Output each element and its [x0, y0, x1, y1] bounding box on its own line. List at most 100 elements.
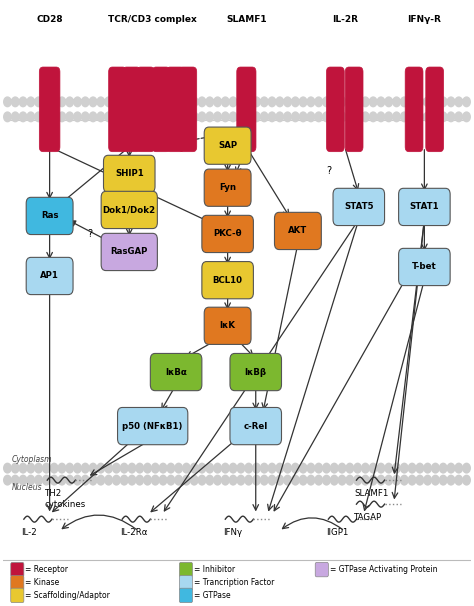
Circle shape: [11, 112, 19, 122]
Text: = Receptor: = Receptor: [25, 565, 68, 574]
Text: ?: ?: [326, 166, 331, 176]
Circle shape: [97, 475, 105, 485]
Text: IκBβ: IκBβ: [245, 368, 267, 376]
Circle shape: [401, 475, 408, 485]
FancyBboxPatch shape: [152, 67, 170, 152]
Circle shape: [89, 475, 97, 485]
FancyBboxPatch shape: [399, 188, 450, 225]
Circle shape: [408, 112, 416, 122]
Circle shape: [401, 112, 408, 122]
Text: p50 (NFκB1): p50 (NFκB1): [122, 422, 183, 431]
Circle shape: [330, 475, 338, 485]
FancyBboxPatch shape: [274, 212, 321, 250]
Circle shape: [338, 475, 346, 485]
Circle shape: [128, 112, 136, 122]
Circle shape: [338, 464, 346, 473]
Text: = Trancription Factor: = Trancription Factor: [194, 578, 274, 587]
Circle shape: [74, 464, 81, 473]
Circle shape: [432, 97, 439, 107]
Circle shape: [191, 464, 198, 473]
Circle shape: [229, 112, 237, 122]
Circle shape: [369, 112, 377, 122]
Circle shape: [4, 475, 11, 485]
Text: AKT: AKT: [288, 227, 308, 236]
Circle shape: [377, 475, 385, 485]
Circle shape: [4, 112, 11, 122]
Circle shape: [237, 112, 245, 122]
Circle shape: [43, 112, 50, 122]
Circle shape: [307, 475, 315, 485]
Circle shape: [152, 464, 159, 473]
FancyBboxPatch shape: [345, 67, 363, 152]
Text: IL-2R: IL-2R: [332, 15, 358, 24]
Circle shape: [338, 112, 346, 122]
Circle shape: [447, 475, 455, 485]
Circle shape: [43, 475, 50, 485]
Circle shape: [284, 112, 292, 122]
Circle shape: [330, 464, 338, 473]
Circle shape: [50, 97, 58, 107]
FancyBboxPatch shape: [101, 233, 157, 270]
Circle shape: [120, 97, 128, 107]
Circle shape: [144, 97, 151, 107]
Circle shape: [74, 112, 81, 122]
Circle shape: [113, 97, 120, 107]
Circle shape: [182, 112, 190, 122]
Circle shape: [377, 112, 385, 122]
Circle shape: [58, 464, 66, 473]
Circle shape: [221, 475, 229, 485]
Circle shape: [315, 97, 322, 107]
Circle shape: [346, 112, 354, 122]
Circle shape: [385, 464, 392, 473]
Circle shape: [82, 475, 89, 485]
FancyBboxPatch shape: [179, 67, 197, 152]
Text: = GTPase: = GTPase: [194, 591, 230, 600]
Circle shape: [253, 97, 260, 107]
Circle shape: [105, 97, 112, 107]
Circle shape: [268, 475, 276, 485]
Circle shape: [377, 97, 385, 107]
Circle shape: [439, 464, 447, 473]
Text: SLAMF1: SLAMF1: [354, 489, 389, 498]
Circle shape: [19, 97, 27, 107]
Circle shape: [369, 475, 377, 485]
Circle shape: [377, 464, 385, 473]
FancyBboxPatch shape: [202, 262, 254, 299]
Circle shape: [307, 464, 315, 473]
Text: Dok1/Dok2: Dok1/Dok2: [103, 205, 156, 215]
Circle shape: [346, 97, 354, 107]
Circle shape: [455, 112, 463, 122]
Text: IL-2Rα: IL-2Rα: [120, 528, 147, 537]
Circle shape: [253, 475, 260, 485]
Circle shape: [66, 97, 73, 107]
FancyBboxPatch shape: [109, 67, 127, 152]
Circle shape: [253, 464, 260, 473]
FancyBboxPatch shape: [315, 562, 328, 577]
Text: STAT5: STAT5: [344, 202, 374, 211]
Circle shape: [50, 475, 58, 485]
Circle shape: [416, 464, 424, 473]
Circle shape: [393, 97, 400, 107]
FancyBboxPatch shape: [179, 588, 192, 602]
Circle shape: [159, 97, 167, 107]
Circle shape: [97, 464, 105, 473]
Circle shape: [455, 464, 463, 473]
Text: BCL10: BCL10: [213, 276, 243, 285]
FancyBboxPatch shape: [204, 169, 251, 206]
Circle shape: [175, 97, 182, 107]
Circle shape: [206, 475, 213, 485]
FancyBboxPatch shape: [426, 67, 444, 152]
Circle shape: [120, 112, 128, 122]
Circle shape: [424, 475, 431, 485]
Circle shape: [229, 464, 237, 473]
Circle shape: [66, 475, 73, 485]
Circle shape: [284, 97, 292, 107]
Text: AP1: AP1: [40, 271, 59, 281]
Circle shape: [50, 112, 58, 122]
Circle shape: [89, 464, 97, 473]
Circle shape: [369, 97, 377, 107]
Circle shape: [307, 97, 315, 107]
Circle shape: [362, 112, 369, 122]
FancyBboxPatch shape: [39, 67, 60, 152]
Circle shape: [346, 475, 354, 485]
